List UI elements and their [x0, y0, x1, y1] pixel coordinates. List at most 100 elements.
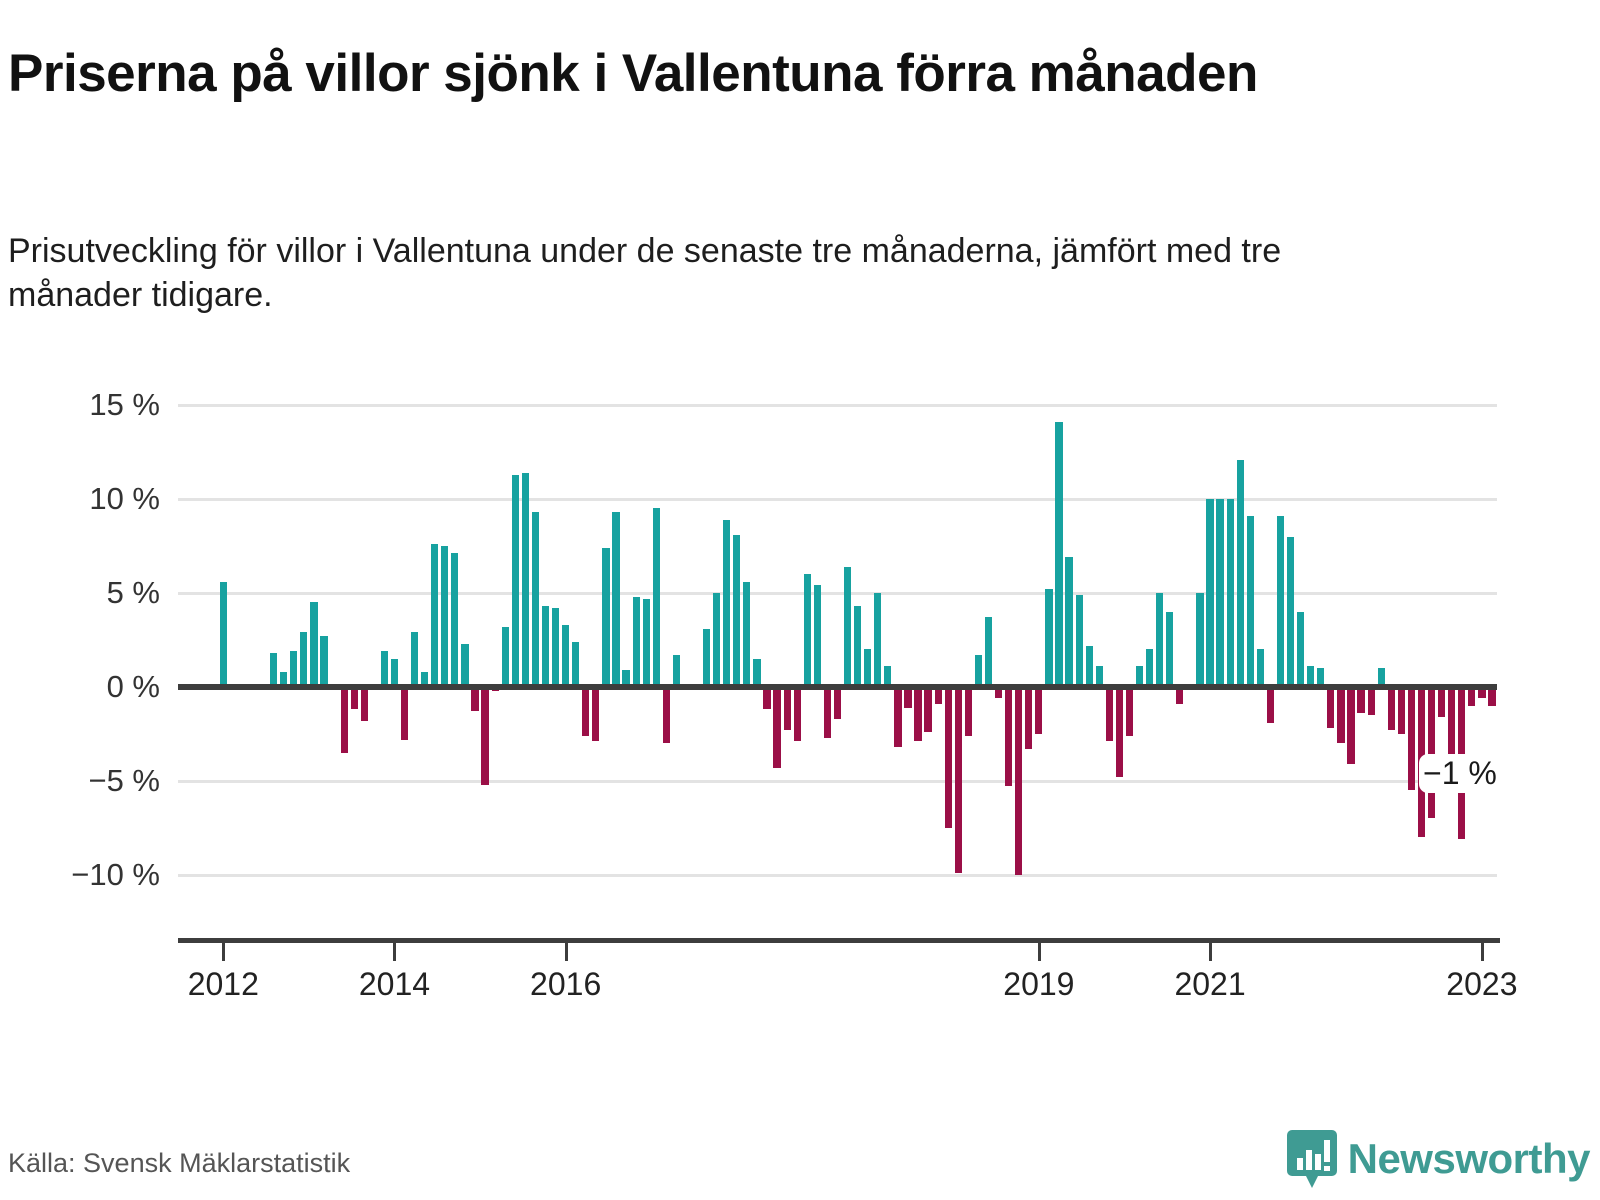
x-tick-mark	[1037, 943, 1041, 961]
gridline	[178, 591, 1497, 595]
bar	[1286, 536, 1295, 687]
y-axis-labels: 15 % 10 % 5 % 0 % −5 % −10 %	[0, 387, 160, 903]
bar	[884, 666, 892, 687]
bar	[944, 686, 952, 828]
bar	[612, 512, 620, 687]
bar	[340, 686, 348, 753]
bar	[1035, 686, 1043, 734]
logo-wordmark: Newsworthy	[1347, 1135, 1591, 1182]
gridline	[178, 497, 1497, 501]
bar	[854, 606, 862, 687]
bar	[511, 474, 519, 687]
x-tick-label: 2023	[1446, 966, 1518, 1002]
bar	[1025, 686, 1033, 749]
bar	[1266, 686, 1275, 723]
y-tick-label: 15 %	[89, 387, 160, 423]
bar	[994, 686, 1003, 699]
bar	[874, 592, 882, 687]
bar	[934, 686, 942, 704]
bar	[662, 686, 670, 744]
x-tick-mark	[393, 943, 397, 961]
bar	[904, 686, 912, 708]
bar	[803, 574, 811, 687]
bar	[1105, 686, 1113, 742]
bar	[582, 686, 590, 736]
bar	[964, 686, 972, 736]
bar	[310, 602, 318, 687]
bar	[984, 617, 993, 687]
bar	[602, 547, 610, 687]
bar	[1347, 686, 1355, 764]
bar	[813, 585, 821, 687]
bar	[421, 671, 429, 687]
bar	[864, 649, 872, 687]
bar	[632, 596, 640, 687]
zero-line	[178, 683, 1497, 690]
bar	[1146, 649, 1154, 687]
bar	[914, 686, 922, 742]
bar	[672, 654, 680, 687]
bar	[1397, 686, 1405, 734]
bar	[410, 632, 419, 687]
bar	[1427, 686, 1436, 819]
bar	[481, 686, 489, 785]
bar	[1448, 686, 1456, 755]
bar-series	[178, 390, 1497, 903]
bar	[1327, 686, 1335, 729]
bar	[280, 671, 288, 687]
newsworthy-logo: Newsworthy	[1286, 1128, 1591, 1190]
x-tick-label: 2014	[358, 966, 431, 1002]
source-note: Källa: Svensk Mäklarstatistik	[8, 1148, 351, 1178]
bar	[1166, 611, 1174, 687]
bar	[501, 626, 509, 687]
bar-chart-speech-bubble-icon	[1286, 1128, 1338, 1190]
bar	[974, 654, 983, 687]
bar	[441, 545, 449, 687]
bar	[320, 636, 328, 687]
bar	[390, 658, 399, 687]
bar	[380, 651, 389, 687]
x-tick-mark	[1209, 943, 1213, 961]
bar	[592, 686, 600, 742]
bar	[783, 686, 791, 731]
bar	[290, 651, 298, 687]
bar	[843, 566, 852, 687]
x-axis-line	[178, 938, 1500, 943]
bar	[360, 686, 368, 721]
x-tick-mark	[1480, 943, 1484, 961]
gridline	[178, 404, 1497, 408]
bar	[713, 592, 721, 687]
bar	[1085, 645, 1093, 687]
bar	[702, 628, 711, 687]
bar	[400, 686, 409, 740]
bar	[1276, 515, 1285, 687]
bar	[773, 686, 781, 768]
x-tick-mark	[222, 943, 226, 961]
bar	[1135, 666, 1144, 687]
bar	[743, 581, 751, 687]
bar	[1468, 686, 1476, 706]
page-title: Priserna på villor sjönk i Vallentuna fö…	[8, 43, 1258, 103]
bar	[894, 686, 902, 748]
y-tick-label: −5 %	[88, 762, 160, 798]
bar	[1256, 649, 1264, 687]
y-tick-label: −10 %	[71, 856, 160, 892]
bar	[1297, 611, 1305, 687]
y-tick-label: 5 %	[106, 574, 160, 610]
bar	[1357, 686, 1365, 714]
x-tick-label: 2019	[1003, 966, 1075, 1002]
bar	[793, 686, 801, 742]
bar	[270, 653, 278, 687]
bar	[1377, 668, 1385, 687]
bar	[1478, 686, 1486, 699]
bar	[763, 686, 771, 710]
bar	[431, 544, 439, 687]
bar	[1055, 421, 1063, 687]
bar	[1437, 686, 1446, 717]
bar	[622, 669, 630, 687]
bar	[1246, 515, 1254, 687]
bar	[541, 606, 550, 687]
bar	[1115, 686, 1124, 778]
bar	[1005, 686, 1013, 787]
